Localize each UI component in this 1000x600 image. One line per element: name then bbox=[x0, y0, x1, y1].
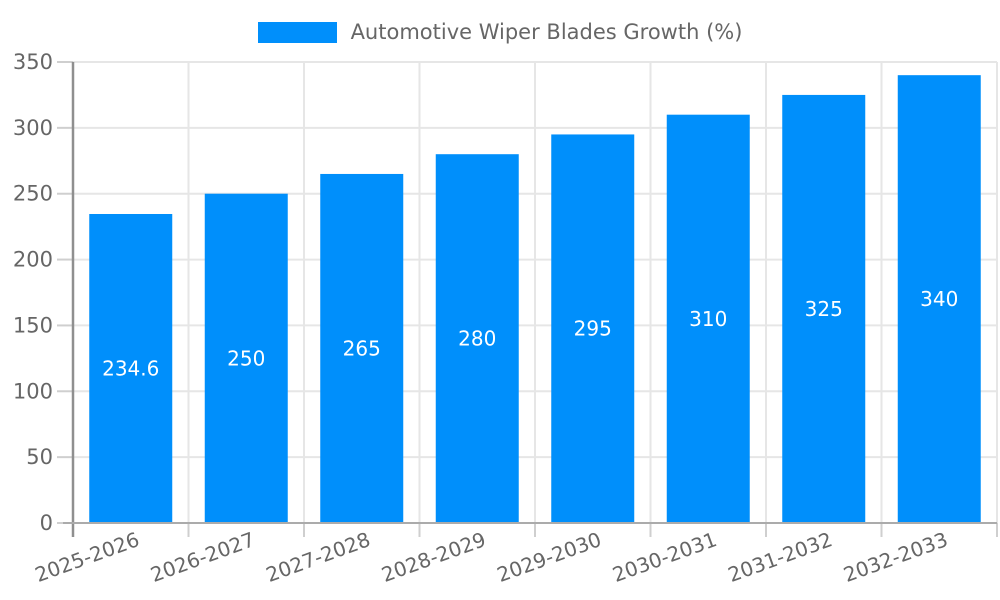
tick-marks bbox=[57, 61, 998, 537]
bar-value-label: 325 bbox=[805, 297, 843, 321]
bar-value-label: 250 bbox=[227, 346, 265, 370]
bar-value-label: 234.6 bbox=[102, 356, 159, 380]
bar[interactable] bbox=[320, 173, 404, 523]
x-axis-category-label: 2025-2026 bbox=[32, 527, 143, 587]
y-axis-tick-label: 350 bbox=[13, 50, 53, 74]
bar[interactable] bbox=[435, 154, 519, 523]
bar[interactable] bbox=[89, 213, 173, 523]
legend-item[interactable]: Automotive Wiper Blades Growth (%) bbox=[0, 20, 1000, 44]
y-axis-tick-label: 50 bbox=[26, 445, 53, 469]
axes bbox=[63, 62, 997, 537]
legend-swatch bbox=[257, 21, 337, 43]
bar-value-label: 280 bbox=[458, 327, 496, 351]
bar-value-label: 295 bbox=[574, 317, 612, 341]
y-axis-tick-label: 0 bbox=[40, 511, 53, 535]
bar-value-label: 265 bbox=[343, 336, 381, 360]
bar[interactable] bbox=[782, 94, 866, 523]
bar[interactable] bbox=[897, 75, 981, 524]
x-axis-category-label: 2027-2028 bbox=[263, 527, 374, 587]
y-axis-tick-label: 300 bbox=[13, 116, 53, 140]
x-axis-labels: 2025-2026 2026-2027 2027-2028 2028-2029 2029… bbox=[32, 527, 951, 587]
y-axis-tick-label: 200 bbox=[13, 248, 53, 272]
bar-value-labels: 234.6 250 265 280 295 310 325 340 bbox=[102, 287, 958, 380]
x-axis-category-label: 2026-2027 bbox=[147, 527, 258, 587]
x-axis-category-label: 2029-2030 bbox=[494, 527, 605, 587]
bar-series bbox=[89, 75, 981, 524]
y-axis-labels: 0 50 100 150 200 250 300 350 bbox=[13, 50, 53, 535]
y-axis-tick-label: 250 bbox=[13, 182, 53, 206]
x-axis-category-label: 2032-2033 bbox=[840, 527, 951, 587]
bar[interactable] bbox=[666, 114, 750, 523]
x-axis-category-label: 2028-2029 bbox=[378, 527, 489, 587]
y-axis-tick-label: 100 bbox=[13, 379, 53, 403]
x-axis-category-label: 2030-2031 bbox=[609, 527, 720, 587]
bar[interactable] bbox=[204, 193, 288, 523]
y-axis-tick-label: 150 bbox=[13, 313, 53, 337]
bar-value-label: 340 bbox=[920, 287, 958, 311]
bar[interactable] bbox=[551, 134, 635, 523]
bar-value-label: 310 bbox=[689, 307, 727, 331]
x-axis-category-label: 2031-2032 bbox=[725, 527, 836, 587]
legend-label: Automotive Wiper Blades Growth (%) bbox=[350, 20, 743, 44]
